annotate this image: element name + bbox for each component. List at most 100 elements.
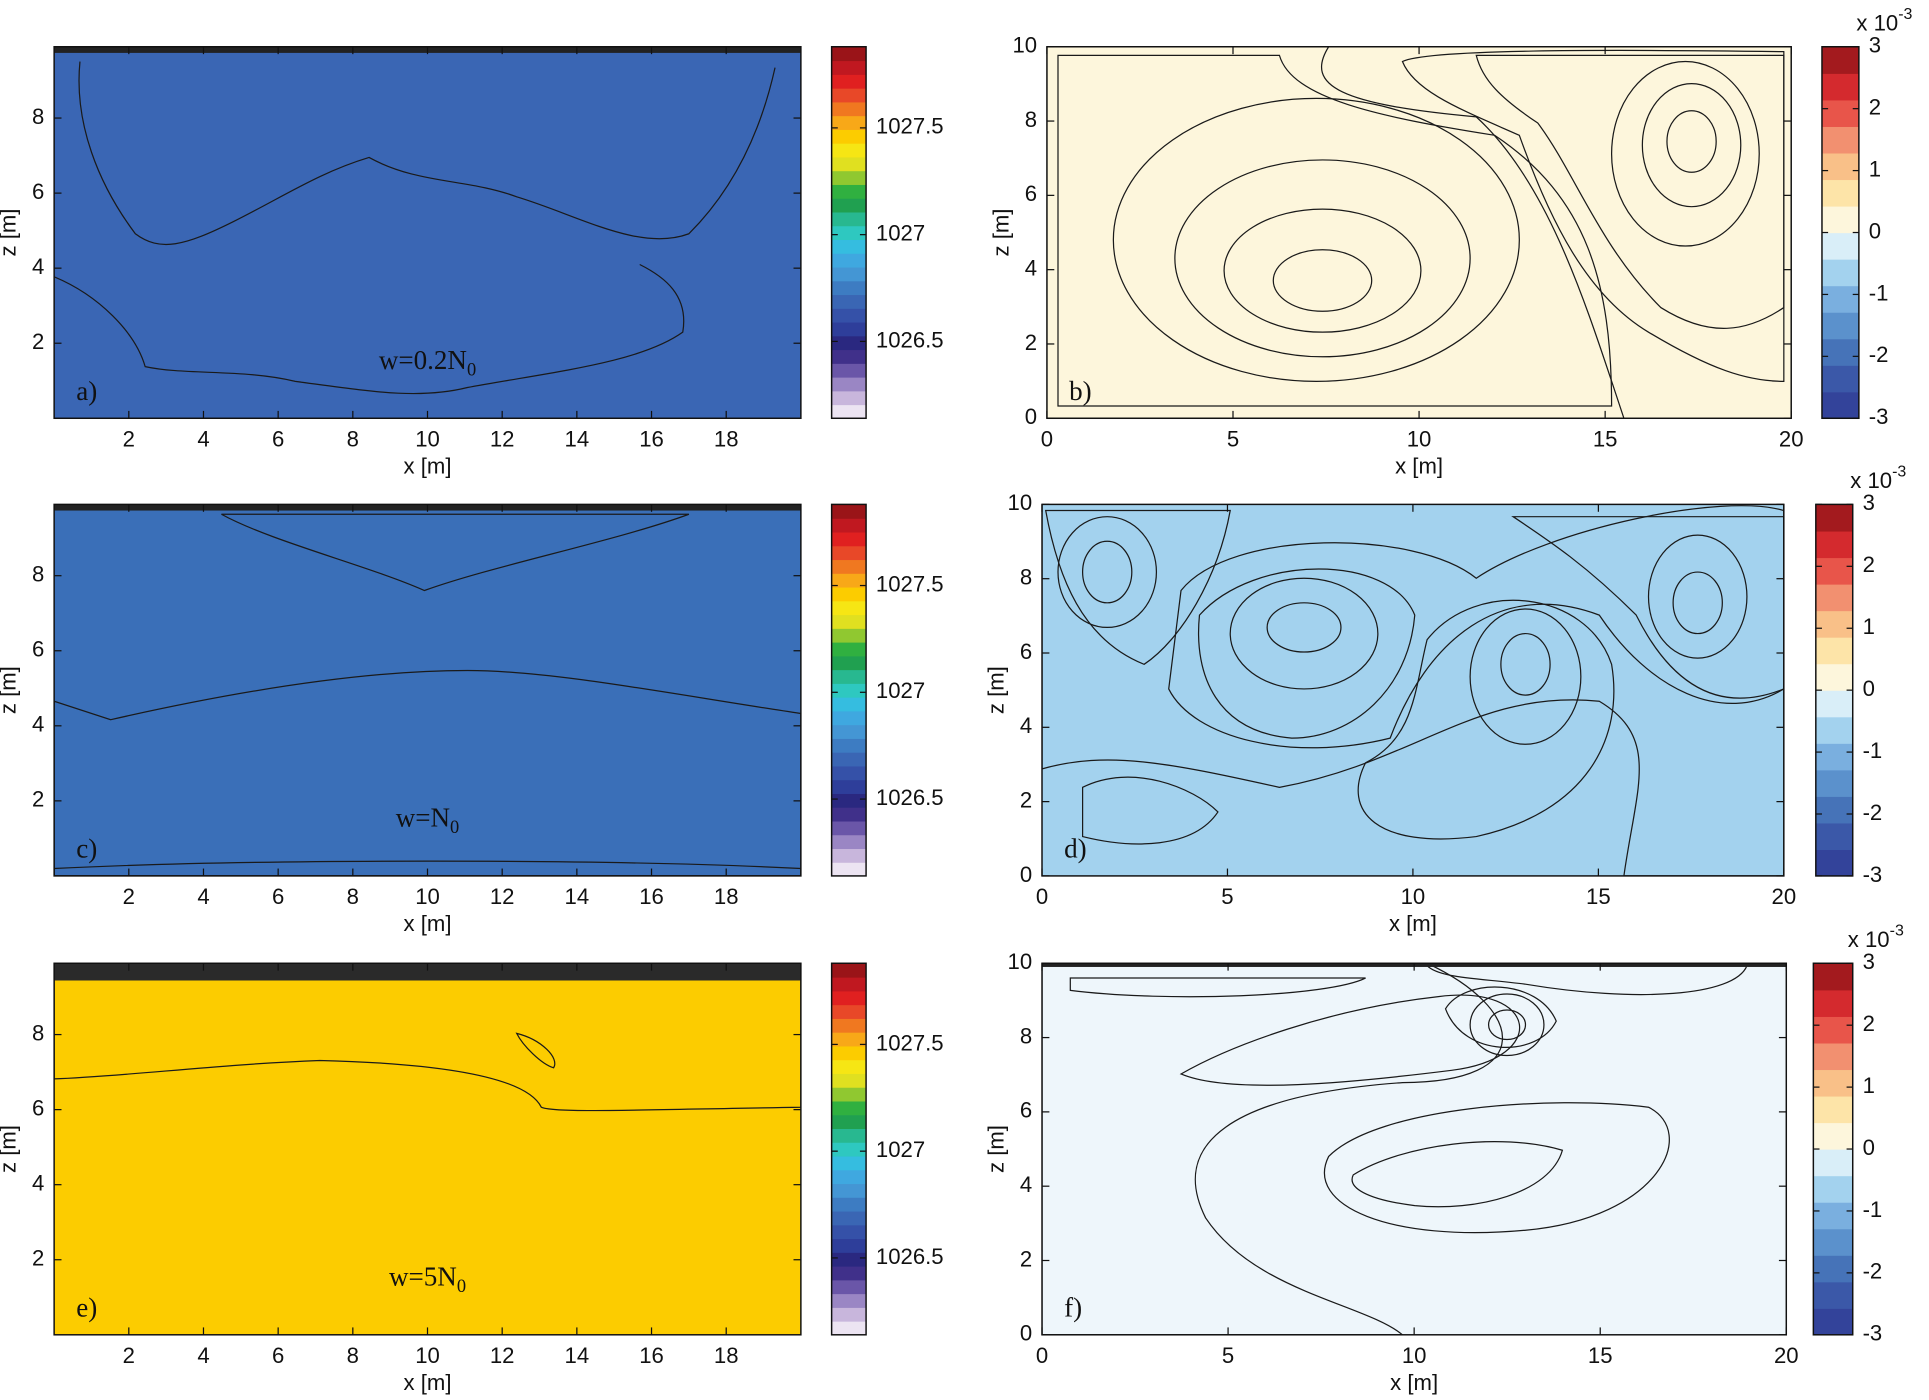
colorbar-tick-label: 0 <box>1863 676 1875 701</box>
y-tick-label: 8 <box>1020 565 1032 590</box>
colorbar-tick-label: 3 <box>1863 490 1875 515</box>
colorbar-segment <box>1821 46 1859 74</box>
colorbar-segment <box>1813 1281 1853 1309</box>
x-tick-label: 4 <box>197 1343 209 1368</box>
x-tick-label: 10 <box>415 426 440 451</box>
colorbar-segment <box>831 101 867 117</box>
y-tick-label: 0 <box>1020 1321 1032 1346</box>
field-f <box>1042 963 1787 1335</box>
colorbar-segment <box>831 1100 867 1116</box>
x-axis-label: x [m] <box>1395 453 1443 478</box>
colorbar-segment <box>831 963 867 978</box>
colorbar-scale: x 10-3 <box>1856 6 1912 35</box>
colorbar-scale: x 10-3 <box>1848 923 1904 952</box>
x-tick-label: 14 <box>565 1343 590 1368</box>
colorbar-segment <box>831 1265 867 1281</box>
y-tick-label: 10 <box>1012 33 1037 58</box>
x-tick-label: 10 <box>1402 1343 1427 1368</box>
x-tick-label: 20 <box>1774 1343 1799 1368</box>
colorbar-segment <box>1821 312 1859 340</box>
x-tick-label: 15 <box>1593 426 1618 451</box>
colorbar-segment <box>831 115 867 130</box>
colorbar-frame <box>830 46 867 420</box>
colorbar-segment <box>831 669 867 684</box>
panel-label: a) <box>76 376 97 406</box>
colorbar-tick-label: 0 <box>1863 1135 1875 1160</box>
y-tick-label: 6 <box>32 637 44 662</box>
colorbar-segment <box>1813 1175 1853 1203</box>
x-tick-label: 14 <box>565 884 590 909</box>
colorbar-tick-label: 2 <box>1869 95 1881 120</box>
x-tick-label: 15 <box>1588 1343 1613 1368</box>
colorbar-segment <box>831 1004 867 1019</box>
y-tick-label: 2 <box>32 787 44 812</box>
colorbar-segment <box>1821 365 1859 393</box>
x-tick-label: 10 <box>415 884 440 909</box>
annotation-text: w=0.2N <box>379 345 467 375</box>
y-tick-label: 10 <box>1008 490 1033 515</box>
colorbar-segment <box>831 752 867 767</box>
x-tick-label: 2 <box>123 426 135 451</box>
annotation-text: w=N <box>396 803 450 833</box>
x-tick-label: 0 <box>1036 1343 1048 1368</box>
colorbar-segment <box>1813 1228 1853 1256</box>
colorbar-segment <box>831 518 867 533</box>
panel-label: d) <box>1064 834 1087 864</box>
colorbar-tick-label: 1027.5 <box>876 571 944 596</box>
x-tick-label: 16 <box>639 1343 664 1368</box>
y-tick-label: 6 <box>32 179 44 204</box>
colorbar-tick-label: 1027 <box>876 220 925 245</box>
colorbar-segment <box>831 1293 867 1308</box>
x-tick-label: 4 <box>197 426 209 451</box>
colorbar-segment <box>1813 1149 1853 1177</box>
colorbar-segment <box>831 848 867 863</box>
field-d <box>1042 504 1784 876</box>
y-tick-label: 4 <box>1025 256 1037 281</box>
x-tick-label: 15 <box>1586 884 1611 909</box>
colorbar-segment <box>831 710 867 726</box>
y-tick-label: 0 <box>1025 404 1037 429</box>
colorbar-segment <box>831 1169 867 1185</box>
y-tick-label: 6 <box>1025 181 1037 206</box>
colorbar-segment <box>1815 769 1853 797</box>
y-axis-label: z [m] <box>984 666 1009 714</box>
x-tick-label: 6 <box>272 426 284 451</box>
x-tick-label: 18 <box>714 426 739 451</box>
x-tick-label: 12 <box>490 884 515 909</box>
colorbar-segment <box>1815 504 1853 532</box>
colorbar-tick-label: -3 <box>1863 862 1883 887</box>
colorbar-segment <box>1813 1255 1853 1283</box>
colorbar-segment <box>831 559 867 574</box>
colorbar-segment <box>831 1307 867 1322</box>
colorbar-segment <box>831 1183 867 1198</box>
colorbar-tick-label: 2 <box>1863 1011 1875 1036</box>
y-tick-label: 0 <box>1020 862 1032 887</box>
x-tick-label: 5 <box>1221 884 1233 909</box>
colorbar-segment <box>831 586 867 602</box>
colorbar-segment <box>831 779 867 794</box>
y-tick-label: 8 <box>32 104 44 129</box>
colorbar-frame <box>830 962 867 1336</box>
colorbar-segment <box>831 724 867 739</box>
y-tick-label: 4 <box>32 1171 44 1196</box>
colorbar-segment <box>831 1018 867 1033</box>
y-tick-label: 8 <box>1020 1023 1032 1048</box>
colorbar-segment <box>831 335 867 351</box>
colorbar-segment <box>831 46 867 62</box>
colorbar-segment <box>831 545 867 561</box>
colorbar-segment <box>831 1224 867 1240</box>
colorbar-segment <box>831 143 867 158</box>
colorbar-segment <box>831 1128 867 1143</box>
x-tick-label: 8 <box>347 426 359 451</box>
colorbar-segment <box>1821 285 1859 313</box>
colorbar-segment <box>831 184 867 199</box>
x-tick-label: 5 <box>1222 1343 1234 1368</box>
colorbar-segment <box>831 834 867 850</box>
colorbar-segment <box>831 294 867 309</box>
y-tick-label: 2 <box>1025 330 1037 355</box>
colorbar-segment <box>1821 126 1859 154</box>
colorbar-segment <box>831 129 867 144</box>
colorbar-segment <box>831 266 867 282</box>
